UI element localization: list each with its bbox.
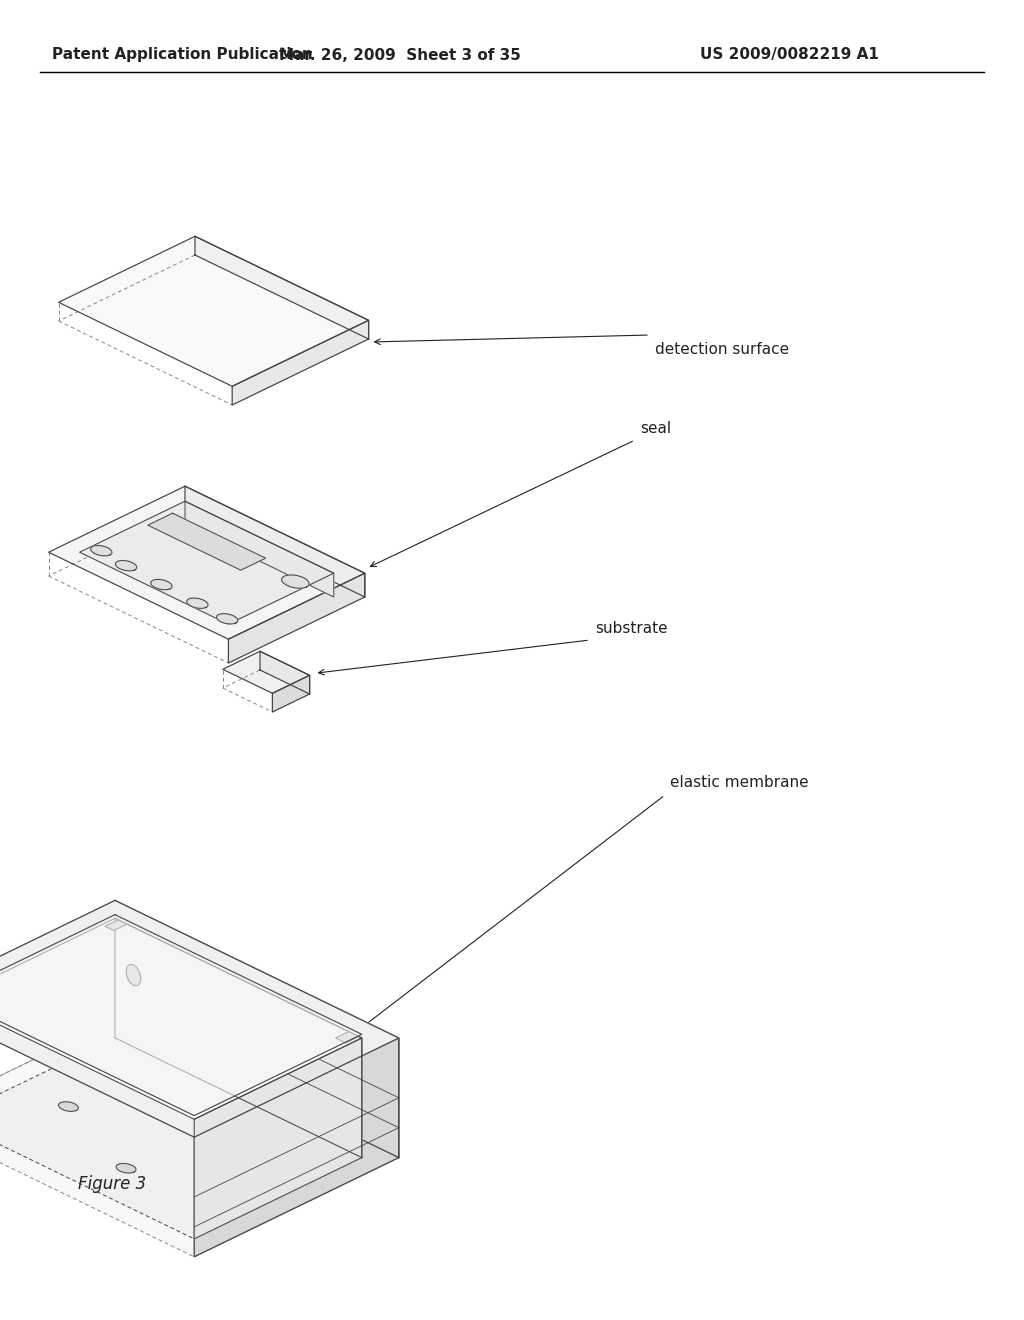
Polygon shape — [336, 1032, 358, 1043]
Polygon shape — [185, 486, 365, 597]
Polygon shape — [147, 513, 265, 570]
Polygon shape — [0, 919, 361, 1119]
Text: seal: seal — [640, 421, 671, 436]
Text: elastic membrane: elastic membrane — [670, 775, 809, 789]
Text: chamber body: chamber body — [250, 1115, 360, 1130]
Polygon shape — [58, 1102, 79, 1111]
Polygon shape — [126, 965, 140, 986]
Polygon shape — [0, 1020, 398, 1257]
Polygon shape — [195, 236, 369, 339]
Polygon shape — [48, 486, 365, 639]
Polygon shape — [0, 915, 361, 1115]
Polygon shape — [115, 919, 361, 1158]
Polygon shape — [0, 900, 398, 1138]
Polygon shape — [58, 236, 369, 387]
Polygon shape — [223, 651, 309, 693]
Text: Patent Application Publication: Patent Application Publication — [52, 48, 312, 62]
Text: substrate: substrate — [595, 620, 668, 636]
Polygon shape — [185, 502, 334, 597]
Text: detection surface: detection surface — [655, 342, 790, 356]
Polygon shape — [105, 920, 127, 931]
Polygon shape — [228, 573, 365, 663]
Polygon shape — [151, 579, 172, 590]
Polygon shape — [116, 1163, 136, 1173]
Polygon shape — [0, 1038, 361, 1239]
Polygon shape — [91, 545, 112, 556]
Polygon shape — [282, 576, 309, 589]
Text: Figure 3: Figure 3 — [78, 1175, 146, 1193]
Polygon shape — [116, 561, 137, 570]
Polygon shape — [195, 1038, 361, 1239]
Text: Mar. 26, 2009  Sheet 3 of 35: Mar. 26, 2009 Sheet 3 of 35 — [280, 48, 521, 62]
Polygon shape — [186, 598, 208, 609]
Polygon shape — [232, 321, 369, 405]
Polygon shape — [216, 614, 238, 624]
Text: US 2009/0082219 A1: US 2009/0082219 A1 — [700, 48, 879, 62]
Polygon shape — [260, 651, 309, 694]
Polygon shape — [272, 676, 309, 711]
Polygon shape — [115, 900, 398, 1158]
Polygon shape — [80, 502, 334, 624]
Polygon shape — [195, 1038, 398, 1257]
